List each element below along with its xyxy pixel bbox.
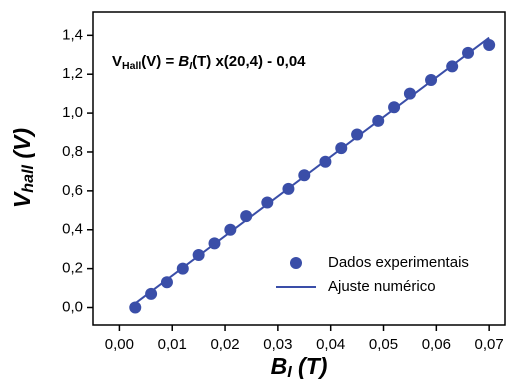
ann-part: B bbox=[178, 53, 189, 70]
data-point bbox=[145, 287, 158, 300]
label-part: V bbox=[9, 191, 35, 208]
data-point bbox=[351, 128, 364, 141]
y-tick-label: 0,2 bbox=[62, 260, 83, 277]
annotation: VHall(V) = BI(T) x(20,4) - 0,04 bbox=[112, 53, 306, 72]
ann-part: Hall bbox=[122, 60, 141, 72]
y-tick-label: 0,6 bbox=[62, 182, 83, 199]
ann-part: I bbox=[189, 60, 193, 72]
x-tick-label: 0,05 bbox=[369, 336, 398, 353]
data-point bbox=[240, 210, 253, 223]
ann-part: V bbox=[112, 53, 122, 70]
x-tick-label: 0,01 bbox=[158, 336, 187, 353]
data-point bbox=[160, 276, 173, 289]
data-point bbox=[403, 87, 416, 100]
x-tick-label: 0,04 bbox=[316, 336, 345, 353]
y-tick-label: 1,4 bbox=[62, 26, 83, 43]
y-tick-label: 0,4 bbox=[62, 221, 83, 238]
x-tick-label: 0,02 bbox=[210, 336, 239, 353]
x-tick-label: 0,03 bbox=[263, 336, 292, 353]
x-tick-label: 0,07 bbox=[475, 336, 504, 353]
label-part: (T) bbox=[292, 353, 328, 379]
y-tick-label: 0,0 bbox=[62, 298, 83, 315]
ann-part: (V) = bbox=[141, 53, 178, 70]
y-tick-label: 1,0 bbox=[62, 104, 83, 121]
label-part: B bbox=[271, 353, 288, 379]
y-tick-label: 1,2 bbox=[62, 65, 83, 82]
y-tick-label: 0,8 bbox=[62, 143, 83, 160]
x-tick-label: 0,00 bbox=[105, 336, 134, 353]
data-point bbox=[483, 39, 496, 52]
label-part: (V) bbox=[9, 128, 35, 165]
fit-line bbox=[129, 36, 490, 309]
ann-part: (T) x(20,4) - 0,04 bbox=[192, 53, 306, 70]
label-part: hall bbox=[19, 164, 37, 192]
plot-frame bbox=[92, 11, 506, 326]
y-axis-label: Vhall (V) bbox=[9, 128, 37, 208]
label-part: I bbox=[287, 363, 292, 381]
x-tick-label: 0,06 bbox=[422, 336, 451, 353]
legend-label: Ajuste numérico bbox=[328, 278, 436, 295]
legend-label: Dados experimentais bbox=[328, 254, 469, 271]
data-point bbox=[224, 223, 237, 236]
legend-marker bbox=[290, 257, 302, 269]
x-axis-label: BI (T) bbox=[271, 353, 328, 381]
